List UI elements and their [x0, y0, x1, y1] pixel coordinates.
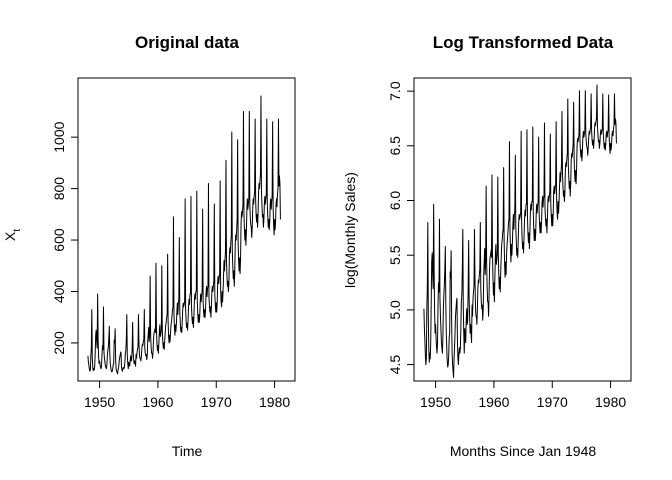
x-tick-label: 1960 — [142, 394, 173, 410]
axis-ticks-original: 1950 1960 1970 1980 200 400 600 800 1000 — [51, 121, 290, 410]
y-tick-label: 5.5 — [387, 245, 403, 265]
svg-text:Xt: Xt — [2, 229, 23, 241]
y-tick-label: 400 — [51, 280, 67, 304]
y-axis-label-log: log(Monthly Sales) — [342, 172, 358, 288]
x-tick-label: 1980 — [259, 394, 290, 410]
x-tick-label: 1980 — [595, 394, 626, 410]
panel-log: Log Transformed Data 1950 1960 1970 1980 4.5… — [342, 33, 632, 459]
x-tick-label: 1950 — [84, 394, 115, 410]
series-line-original — [87, 95, 281, 375]
chart-title-log: Log Transformed Data — [433, 33, 614, 52]
y-tick-label: 1000 — [51, 121, 67, 152]
axis-ticks-log: 1950 1960 1970 1980 4.5 5.0 5.5 6.0 6.5 7.0 — [387, 81, 626, 410]
x-tick-label: 1970 — [537, 394, 568, 410]
y-tick-label: 4.5 — [387, 355, 403, 375]
x-tick-label: 1950 — [420, 394, 451, 410]
y-tick-label: 200 — [51, 331, 67, 355]
panel-original: Original data 1950 1960 1970 1980 200 400 600 8… — [2, 33, 296, 459]
y-axis-label-subscript: t — [12, 229, 23, 232]
series-line-log — [423, 84, 617, 378]
y-tick-label: 7.0 — [387, 81, 403, 101]
y-tick-label: 6.0 — [387, 191, 403, 211]
plot-frame-original — [77, 77, 296, 382]
x-tick-label: 1970 — [201, 394, 232, 410]
x-axis-label-log: Months Since Jan 1948 — [450, 443, 597, 459]
y-tick-label: 6.5 — [387, 136, 403, 156]
chart-title-original: Original data — [135, 33, 239, 52]
y-axis-label-original: Xt — [2, 229, 23, 241]
y-tick-label: 5.0 — [387, 300, 403, 320]
y-tick-label: 800 — [51, 177, 67, 201]
y-tick-label: 600 — [51, 228, 67, 252]
x-tick-label: 1960 — [478, 394, 509, 410]
y-axis-label-main: X — [2, 231, 18, 241]
x-axis-label-original: Time — [172, 443, 203, 459]
